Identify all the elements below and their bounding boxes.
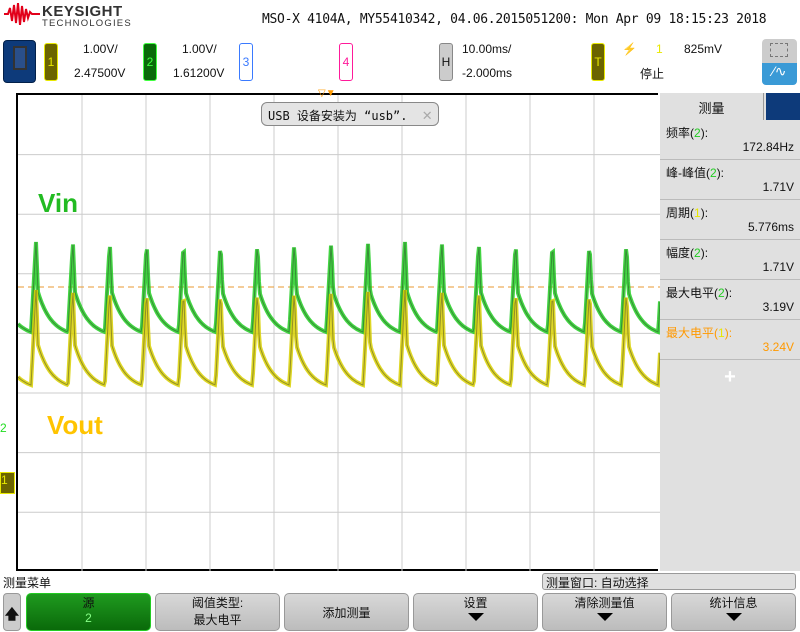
add-measurement-softkey[interactable]: 添加测量 (284, 593, 409, 631)
vout-label: Vout (47, 410, 103, 440)
ch1-waveform (16, 289, 662, 388)
measurement-label: 峰-峰值(2): (666, 166, 725, 180)
ch2-waveform-edge (17, 241, 661, 333)
measurement-label: 最大电平(2): (666, 286, 733, 300)
measurement-panel-title: 测量 (660, 93, 764, 120)
softkey-label: 设置 (463, 596, 488, 610)
waveform-mode-icon[interactable]: ⁄∿ (762, 63, 797, 85)
measurement-item[interactable]: 最大电平(1): 3.24V (660, 320, 800, 360)
ch1-ground-marker[interactable]: 1 (0, 472, 15, 494)
trigger-level: 825mV (684, 42, 723, 56)
measurement-item[interactable]: 周期(1): 5.776ms (660, 200, 800, 240)
settings-softkey[interactable]: 设置 (413, 593, 538, 631)
ch2-scale: 1.00V/ (182, 42, 217, 56)
waveform-svg (16, 95, 662, 571)
measurement-value: 1.71V (762, 260, 794, 274)
channel-1-button[interactable]: 1 (44, 43, 58, 81)
window-title: MSO-X 4104A, MY55410342, 04.06.201505120… (262, 12, 767, 27)
measurement-value: 5.776ms (747, 220, 794, 234)
measurement-window-select[interactable]: 测量窗口: 自动选择 (542, 573, 796, 590)
menu-title: 测量菜单 (3, 576, 52, 590)
softkey-label: 统计信息 (709, 596, 758, 610)
main-menu-button[interactable] (3, 40, 36, 83)
softkey-label: 阈值类型: (191, 596, 244, 610)
brand-name: KEYSIGHT (42, 3, 123, 20)
measurement-item[interactable]: 幅度(2): 1.71V (660, 240, 800, 280)
measurement-value: 3.19V (762, 300, 794, 314)
trigger-source: 1 (656, 42, 663, 56)
softkey-value: 最大电平 (193, 613, 242, 627)
ch1-offset: 2.47500V (74, 66, 126, 80)
ch2-ground-marker[interactable]: 2 (0, 421, 7, 435)
measurement-label: 周期(1): (666, 206, 709, 220)
softkey-label: 源 (82, 596, 95, 610)
trigger-button[interactable]: T (591, 43, 605, 81)
statistics-softkey[interactable]: 统计信息 (671, 593, 796, 631)
vin-label: Vin (38, 188, 78, 218)
arrow-down-icon (467, 613, 484, 621)
run-status: 停止 (640, 67, 665, 81)
ch2-offset: 1.61200V (173, 66, 225, 80)
time-delay: -2.000ms (462, 66, 513, 80)
measurement-panel: 测量 频率(2): 172.84Hz 峰-峰值(2): 1.71V 周期(1):… (660, 93, 800, 571)
zoom-box-icon[interactable] (762, 39, 797, 63)
measurement-value: 3.24V (762, 340, 794, 354)
time-scale: 10.00ms/ (462, 42, 512, 56)
add-measurement-icon[interactable]: + (724, 366, 736, 388)
channel-4-button[interactable]: 4 (339, 43, 353, 81)
clear-measurements-softkey[interactable]: 清除测量值 (542, 593, 667, 631)
notification-text: USB 设备安装为 “usb”. (268, 109, 408, 123)
arrow-down-icon (596, 613, 613, 621)
measurement-item[interactable]: 峰-峰值(2): 1.71V (660, 160, 800, 200)
menu-up-button[interactable]: 🡅 (3, 593, 21, 631)
horizontal-button[interactable]: H (439, 43, 453, 81)
measurement-label: 幅度(2): (666, 246, 709, 260)
measurement-value: 1.71V (762, 180, 794, 194)
ch2-waveform (16, 241, 662, 335)
measurement-item[interactable]: 频率(2): 172.84Hz (660, 120, 800, 160)
waveform-display[interactable] (16, 93, 662, 571)
channel-2-button[interactable]: 2 (143, 43, 157, 81)
rising-edge-icon: ⚡ (622, 42, 637, 56)
measurement-label: 最大电平(1): (666, 326, 733, 340)
close-icon[interactable]: ✕ (422, 105, 432, 124)
softkey-label: 清除测量值 (574, 596, 635, 610)
measurement-item[interactable]: 最大电平(2): 3.19V (660, 280, 800, 320)
softkey-value: 2 (85, 611, 92, 625)
ch1-scale: 1.00V/ (83, 42, 118, 56)
channel-3-button[interactable]: 3 (239, 43, 253, 81)
brand-sub: TECHNOLOGIES (42, 18, 132, 29)
panel-menu-icon[interactable] (766, 93, 800, 120)
trigger-position-marker-icon: ▽▼ (318, 88, 336, 99)
keysight-logo-icon (4, 3, 40, 25)
softkey-label: 添加测量 (322, 606, 371, 620)
measurement-value: 172.84Hz (742, 140, 794, 154)
measurement-label: 频率(2): (666, 126, 709, 140)
arrow-down-icon (725, 613, 742, 621)
usb-notification: USB 设备安装为 “usb”. ✕ (261, 102, 439, 126)
ch1-waveform-edge (17, 289, 661, 386)
threshold-type-softkey[interactable]: 阈值类型: 最大电平 (155, 593, 280, 631)
